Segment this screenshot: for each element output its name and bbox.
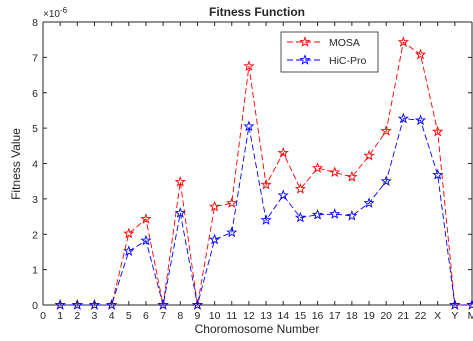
data-point-hic-pro [346,209,358,221]
x-tick-label: 13 [260,310,272,322]
data-point-hic-pro [466,299,473,310]
data-point-hic-pro [106,299,118,310]
data-point-hic-pro [260,214,272,225]
data-point-mosa [123,227,135,239]
data-point-hic-pro [449,299,461,310]
y-tick-label: 0 [32,300,38,312]
x-tick-label: 3 [92,310,98,322]
data-point-mosa [311,162,324,173]
y-tick-label: 5 [32,123,38,135]
legend-marker-mosa [299,36,311,47]
data-point-mosa [414,48,427,60]
data-point-mosa [363,149,375,161]
x-tick-label: 22 [415,310,427,322]
x-tick-label: 6 [143,310,149,322]
data-point-hic-pro [157,299,169,310]
data-point-mosa [226,197,238,208]
x-tick-label: 0 [40,310,46,322]
data-point-hic-pro [208,233,221,245]
axes: 0 1 2 3 4 5 6 7 8 9 10 11 12 13 14 15 16 17 18 19 20 21 22 X Y M0… [32,17,473,322]
data-point-hic-pro [140,234,152,246]
x-tick-label: 9 [195,310,201,322]
x-tick-label: 5 [126,310,132,322]
data-point-hic-pro [243,120,255,132]
data-point-hic-pro [363,197,375,208]
series-layer [54,36,473,310]
chart-title: Fitness Function [209,5,305,19]
data-point-mosa [140,213,152,224]
y-tick-label: 2 [32,229,38,241]
data-point-hic-pro [88,299,101,310]
x-tick-label: 17 [329,310,341,322]
x-tick-label: 7 [160,310,166,322]
y-tick-label: 7 [32,52,38,64]
data-point-hic-pro [397,112,409,124]
data-point-mosa [294,183,307,194]
x-tick-label: 2 [74,310,80,322]
x-tick-label: 18 [346,310,358,322]
legend-marker-hic-pro [299,54,311,65]
x-axis-label: Choromosome Number [195,322,320,336]
y-tick-label: 1 [32,265,38,277]
data-point-hic-pro [71,299,83,310]
series-line-mosa [60,41,472,306]
y-tick-label: 3 [32,194,38,206]
series-line-hic-pro [60,118,472,306]
data-point-hic-pro [432,168,444,180]
x-tick-label: 21 [398,310,410,322]
data-point-hic-pro [311,208,324,220]
x-tick-label: Y [451,310,458,322]
x-tick-label: 12 [243,310,255,322]
x-tick-label: M [468,310,473,322]
y-tick-label: 6 [32,88,38,100]
x-tick-label: X [434,310,441,322]
legend: MOSA HiC-Pro [280,31,379,73]
y-exponent-label: ×10-6 [43,6,68,20]
y-axis-label: Fitness Value [9,128,23,200]
data-point-hic-pro [191,299,204,310]
data-point-hic-pro [380,175,392,186]
data-point-hic-pro [329,208,341,219]
x-tick-label: 19 [363,310,375,322]
legend-label-hic-pro: HiC-Pro [329,55,366,67]
x-tick-label: 8 [177,310,183,322]
y-tick-label: 4 [32,159,38,171]
legend-box [280,31,379,73]
data-point-mosa [260,178,272,190]
x-tick-label: 4 [109,310,115,322]
data-point-mosa [243,60,255,72]
data-point-mosa [208,200,221,212]
data-point-mosa [346,171,358,182]
x-tick-label: 14 [277,310,289,322]
data-point-mosa [174,175,186,187]
x-tick-label: 11 [226,310,237,322]
data-point-hic-pro [294,211,307,223]
data-point-mosa [277,146,289,158]
data-point-hic-pro [174,207,186,218]
data-point-hic-pro [277,189,289,201]
x-tick-label: 16 [312,310,324,322]
data-point-mosa [397,36,409,47]
x-tick-label: 1 [57,310,63,322]
y-tick-label: 8 [32,17,38,29]
data-point-mosa [432,125,444,137]
legend-label-mosa: MOSA [329,37,360,49]
data-point-hic-pro [414,114,427,126]
data-point-mosa [380,125,392,136]
data-point-hic-pro [54,299,66,310]
plot-area [43,22,472,305]
data-point-hic-pro [226,226,238,238]
data-point-hic-pro [123,245,135,257]
x-tick-label: 20 [380,310,392,322]
x-tick-label: 10 [209,310,221,322]
data-point-mosa [329,166,341,178]
x-tick-label: 15 [295,310,307,322]
